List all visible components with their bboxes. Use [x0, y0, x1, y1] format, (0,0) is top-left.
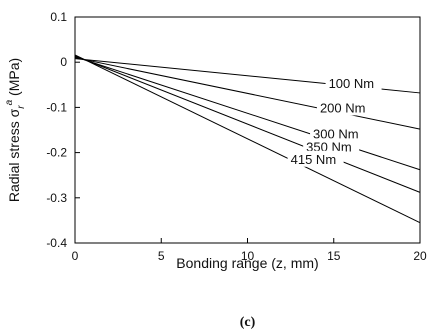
- x-tick-label: 15: [327, 249, 341, 263]
- y-axis: 0.1 0 -0.1 -0.2 -0.3 -0.4: [46, 10, 80, 250]
- series-line-300-nm: [74, 56, 421, 171]
- y-tick-label: -0.1: [46, 100, 67, 114]
- series-label: 300 Nm: [313, 127, 359, 142]
- series-label-bg: [325, 74, 382, 91]
- series-line-200-nm: [74, 57, 421, 130]
- series-line-415-nm: [74, 54, 421, 224]
- y-axis-label-main: Radial stress σ: [6, 108, 22, 202]
- y-axis-label-sup: a: [4, 99, 15, 105]
- series-label: 350 Nm: [306, 139, 352, 154]
- y-tick-label: -0.2: [46, 146, 67, 160]
- y-tick-label: 0.1: [50, 10, 67, 24]
- plot-frame: [74, 16, 421, 244]
- x-axis-label: Bonding range (z, mm): [176, 255, 318, 271]
- x-axis: 0 5 10 15 20: [72, 238, 427, 263]
- series-label: 415 Nm: [291, 152, 337, 167]
- series-label-bg: [303, 138, 360, 155]
- y-axis-label-sub: r: [16, 105, 27, 109]
- series-label: 100 Nm: [329, 76, 375, 91]
- x-tick-label: 0: [72, 249, 79, 263]
- series-line-350-nm: [74, 55, 421, 193]
- series-label: 200 Nm: [320, 100, 366, 115]
- series-label-bg: [316, 99, 373, 116]
- x-tick-label: 10: [241, 249, 255, 263]
- y-tick-label: -0.4: [46, 236, 67, 250]
- series-label-bg: [310, 125, 367, 142]
- x-tick-label: 5: [158, 249, 165, 263]
- y-tick-label: -0.3: [46, 191, 67, 205]
- y-axis-label-unit: (MPa): [6, 58, 22, 100]
- x-tick-label: 20: [413, 249, 427, 263]
- plot-area: [74, 16, 421, 244]
- y-tick-label: 0: [60, 55, 67, 69]
- figure-caption: (c): [240, 315, 256, 330]
- y-axis-label: Radial stress σra (MPa): [4, 58, 27, 202]
- series-label-bg: [287, 150, 344, 167]
